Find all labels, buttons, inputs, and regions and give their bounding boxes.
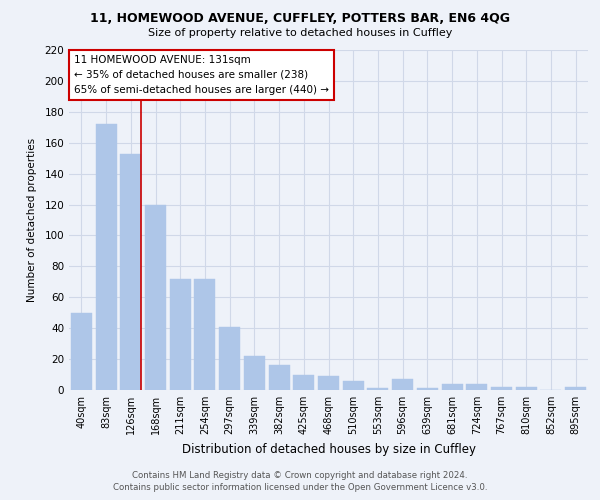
Text: Size of property relative to detached houses in Cuffley: Size of property relative to detached ho… <box>148 28 452 38</box>
Bar <box>194 278 215 390</box>
Y-axis label: Number of detached properties: Number of detached properties <box>28 138 37 302</box>
Bar <box>293 374 314 390</box>
Bar <box>343 380 364 390</box>
Bar <box>392 379 413 390</box>
Bar <box>170 278 191 390</box>
Bar <box>516 387 537 390</box>
Text: 11, HOMEWOOD AVENUE, CUFFLEY, POTTERS BAR, EN6 4QG: 11, HOMEWOOD AVENUE, CUFFLEY, POTTERS BA… <box>90 12 510 26</box>
Bar <box>269 366 290 390</box>
Text: Contains HM Land Registry data © Crown copyright and database right 2024.
Contai: Contains HM Land Registry data © Crown c… <box>113 471 487 492</box>
Bar <box>71 312 92 390</box>
Bar <box>442 384 463 390</box>
Bar <box>367 388 388 390</box>
Bar <box>244 356 265 390</box>
Bar <box>565 387 586 390</box>
Bar <box>466 384 487 390</box>
X-axis label: Distribution of detached houses by size in Cuffley: Distribution of detached houses by size … <box>182 442 476 456</box>
Bar <box>145 204 166 390</box>
Bar <box>417 388 438 390</box>
Text: 11 HOMEWOOD AVENUE: 131sqm
← 35% of detached houses are smaller (238)
65% of sem: 11 HOMEWOOD AVENUE: 131sqm ← 35% of deta… <box>74 55 329 94</box>
Bar <box>95 124 116 390</box>
Bar <box>491 387 512 390</box>
Bar <box>318 376 339 390</box>
Bar <box>219 326 240 390</box>
Bar <box>120 154 141 390</box>
